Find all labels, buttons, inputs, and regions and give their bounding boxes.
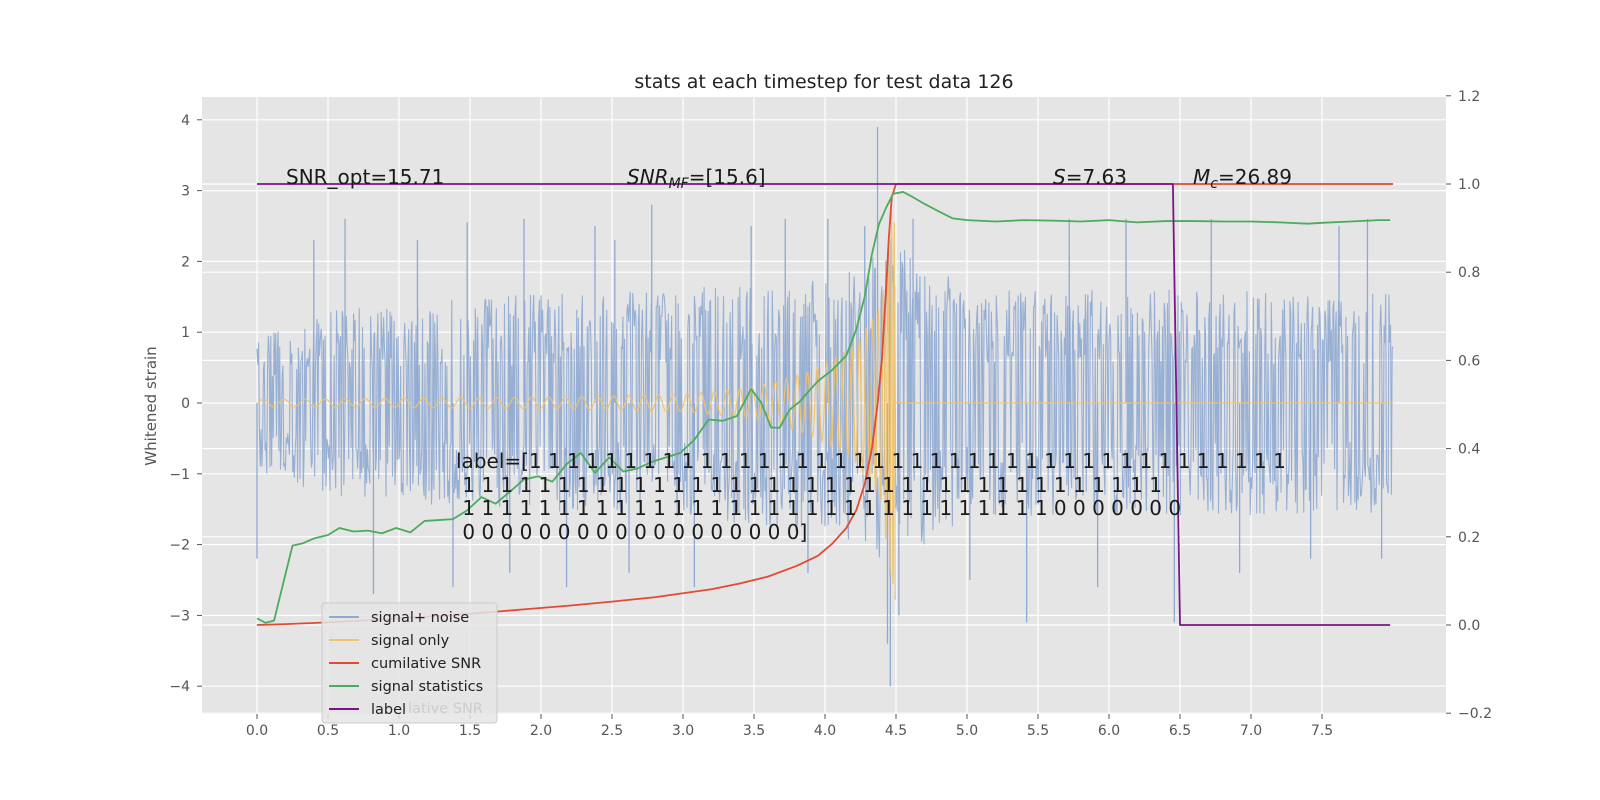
label-line-1: label=[1 1 1 1 1 1 1 1 1 1 1 1 1 1 1 1 1…	[456, 449, 1286, 473]
x-tick-label: 0.0	[246, 723, 268, 739]
x-tick-label: 5.0	[956, 723, 978, 739]
x-tick-label: 7.0	[1240, 723, 1262, 739]
y2-tick-label: 1.2	[1458, 89, 1480, 105]
x-tick-label: 4.5	[885, 723, 907, 739]
x-tick-label: 1.0	[388, 723, 410, 739]
y-tick-label: 3	[181, 184, 190, 200]
y-tick-label: 2	[181, 254, 190, 270]
label-line-3: 1 1 1 1 1 1 1 1 1 1 1 1 1 1 1 1 1 1 1 1 …	[456, 496, 1181, 520]
y-tick-label: −3	[169, 608, 190, 624]
x-tick-label: 3.5	[743, 723, 765, 739]
y-tick-label: −4	[169, 679, 190, 695]
label-line	[257, 183, 1391, 626]
y2-tick-label: 0.8	[1458, 265, 1480, 281]
y2-tick-label: 0.4	[1458, 442, 1480, 458]
s-symbol: S	[1053, 165, 1066, 189]
annotation-snr-mf: SNRMF=[15.6]	[627, 165, 766, 192]
y2-tick-label: 0.6	[1458, 353, 1480, 369]
chart-title: stats at each timestep for test data 126	[634, 71, 1013, 93]
x-tick-label: 7.5	[1311, 723, 1333, 739]
y2-tick-label: −0.2	[1458, 706, 1492, 722]
legend-label-signal-only: signal only	[371, 633, 450, 649]
x-tick-label: 4.0	[814, 723, 836, 739]
signal-only-series	[256, 211, 1393, 600]
snr-mf-value: =[15.6]	[689, 165, 766, 189]
x-tick-label: 3.0	[672, 723, 694, 739]
s-value: =7.63	[1066, 165, 1127, 189]
legend-label-signal-statistics: signal statistics	[371, 679, 483, 695]
x-tick-label: 2.0	[530, 723, 552, 739]
y-tick-label: −1	[169, 467, 190, 483]
snr-mf-subscript: MF	[669, 176, 690, 192]
mc-value: =26.89	[1218, 165, 1292, 189]
legend-frame	[321, 602, 498, 724]
annotation-snr-opt: SNR_opt=15.71	[286, 165, 444, 189]
tick-label-layer: 0.0 0.5 1.0 1.5 2.0 2.5 3.0 3.5 4.0 4.5 5.0 5.5 6.0 6…	[169, 89, 1492, 739]
signal-statistics-line	[256, 191, 1391, 624]
signal-noise-series	[256, 126, 1394, 687]
annotation-mc: Mc=26.89	[1193, 165, 1292, 192]
x-tick-label: 0.5	[317, 723, 339, 739]
x-tick-label: 2.5	[601, 723, 623, 739]
x-tick-label: 5.5	[1027, 723, 1049, 739]
legend-label-label: label	[371, 702, 406, 718]
legend: lative SNR signal+ noise signal only cum…	[321, 602, 498, 724]
signal-noise-line	[256, 237, 1394, 558]
y2-tick-label: 0.0	[1458, 618, 1480, 634]
y-tick-label: 0	[181, 396, 190, 412]
legend-label-signal-noise: signal+ noise	[371, 610, 469, 626]
legend-label-cumilative-snr: cumilative SNR	[371, 656, 481, 672]
y-tick-label: 4	[181, 113, 190, 129]
signal-only-line	[256, 211, 1393, 600]
label-line-2: 1 1 1 1 1 1 1 1 1 1 1 1 1 1 1 1 1 1 1 1 …	[456, 473, 1162, 497]
x-tick-label: 6.5	[1169, 723, 1191, 739]
mc-subscript: c	[1210, 176, 1218, 192]
y-tick-label: 1	[181, 325, 190, 341]
x-tick-label: 6.0	[1098, 723, 1120, 739]
y-axis-label: Whitened strain	[142, 346, 160, 465]
y2-tick-label: 1.0	[1458, 177, 1480, 193]
legend-faded-text: lative SNR	[408, 701, 483, 717]
snr-mf-symbol: SNR	[627, 165, 669, 189]
label-line-4: 0 0 0 0 0 0 0 0 0 0 0 0 0 0 0 0 0 0]	[456, 520, 807, 544]
y2-tick-label: 0.2	[1458, 530, 1480, 546]
mc-symbol: M	[1193, 165, 1210, 189]
y-tick-label: −2	[169, 538, 190, 554]
annotation-s: S=7.63	[1053, 165, 1127, 189]
x-tick-label: 1.5	[459, 723, 481, 739]
label-annotation: label=[1 1 1 1 1 1 1 1 1 1 1 1 1 1 1 1 1…	[456, 449, 1286, 544]
